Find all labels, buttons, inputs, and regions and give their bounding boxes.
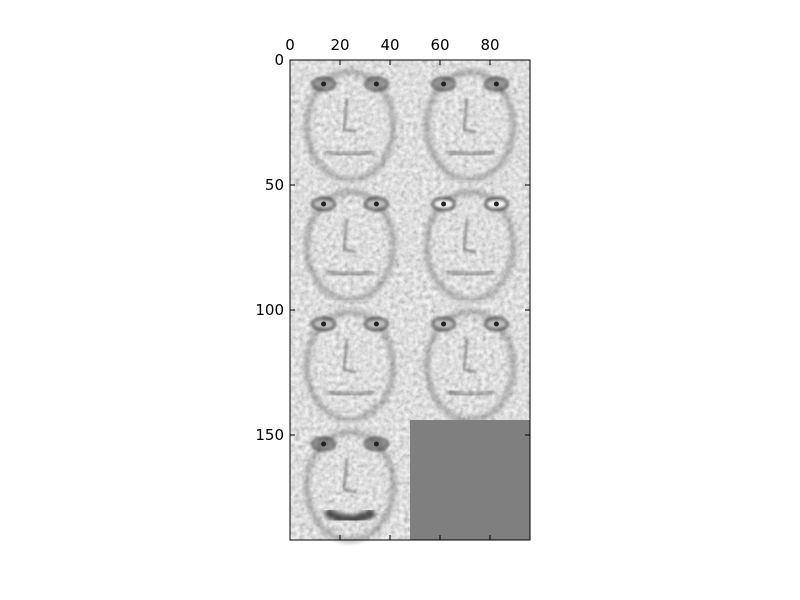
heatmap-tile-8 xyxy=(410,420,530,540)
heatmap-tile-6 xyxy=(410,300,530,420)
y-tick-label: 150 xyxy=(255,426,284,444)
y-tick-label: 0 xyxy=(274,51,284,69)
heatmap-tile-3 xyxy=(290,180,410,300)
heatmap-tile-2 xyxy=(410,60,530,180)
y-tick-label: 50 xyxy=(265,176,284,194)
x-tick-label: 0 xyxy=(285,36,295,54)
x-tick-label: 40 xyxy=(380,36,399,54)
heatmap-tile-1 xyxy=(290,60,410,180)
heatmap-tile-5 xyxy=(290,300,410,420)
plot-area xyxy=(290,60,530,540)
y-tick-label: 100 xyxy=(255,301,284,319)
x-tick-label: 20 xyxy=(330,36,349,54)
heatmap-tile-4 xyxy=(410,180,530,300)
empty-tile-fill xyxy=(410,420,530,540)
x-tick-label: 80 xyxy=(480,36,499,54)
heatmap-tile-7 xyxy=(290,420,410,540)
x-tick-label: 60 xyxy=(430,36,449,54)
